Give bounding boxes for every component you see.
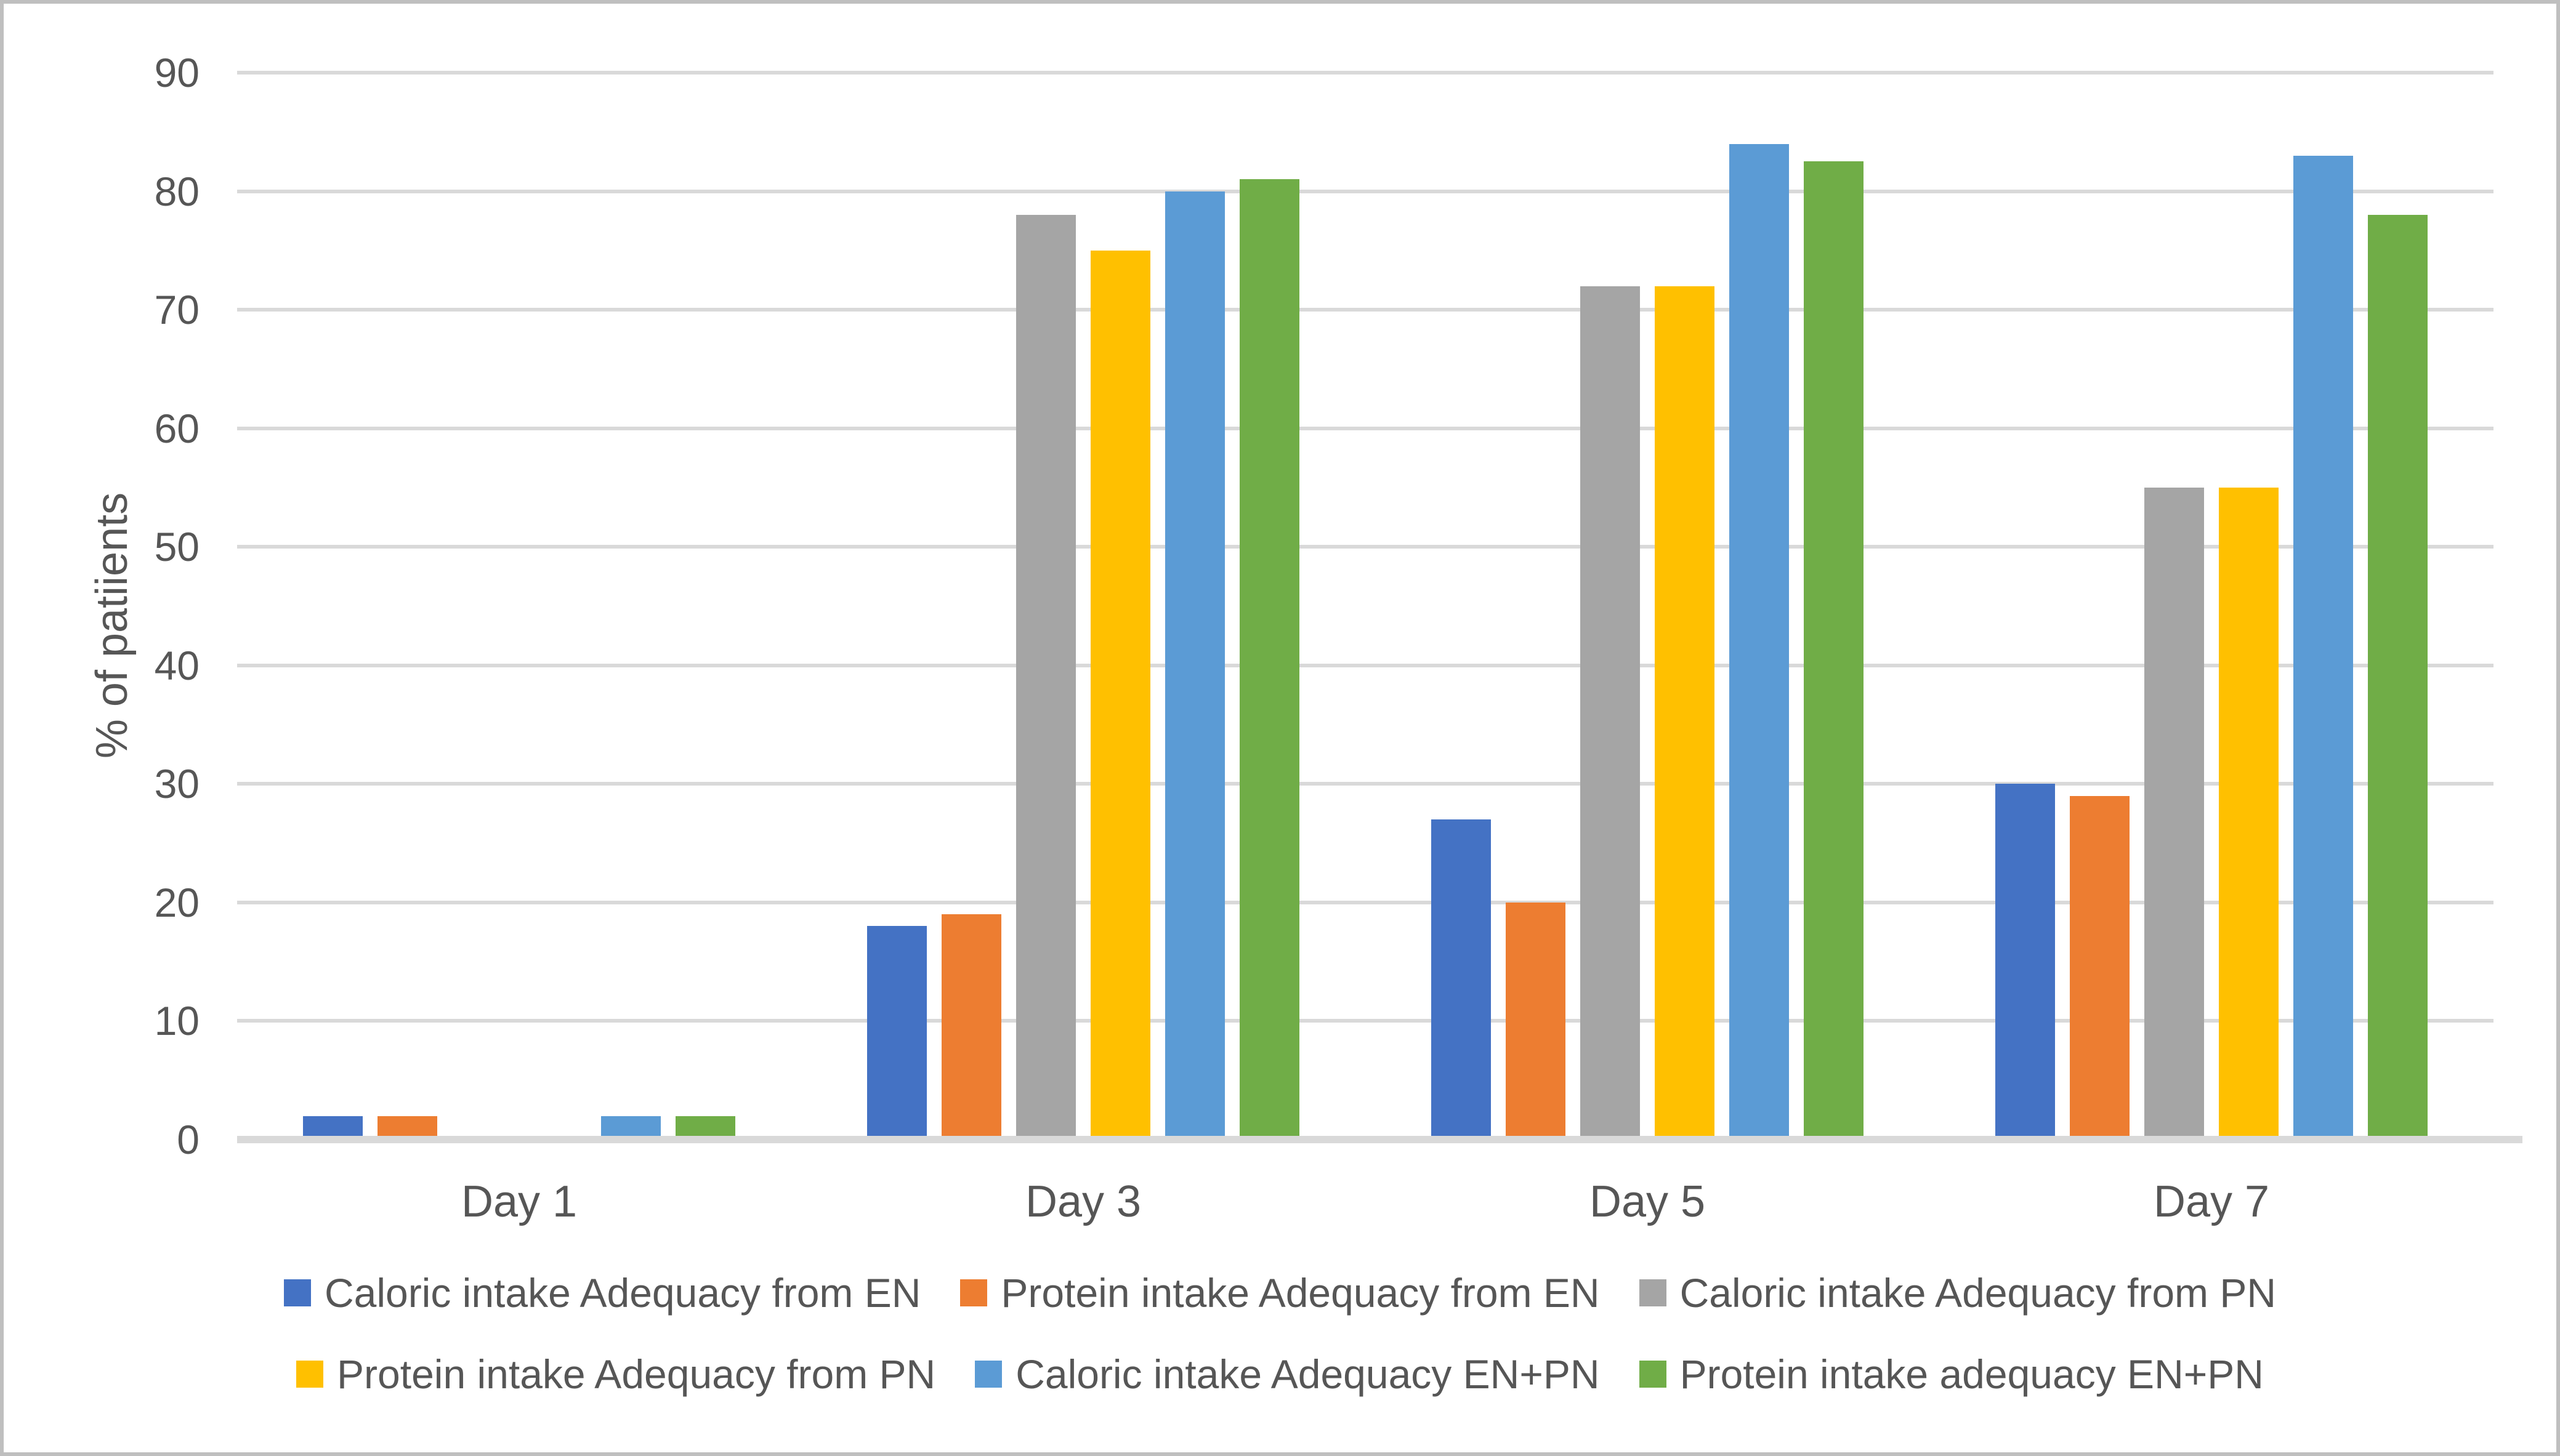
- legend-item-s2: Caloric intake Adequacy from PN: [1639, 1269, 2276, 1316]
- bar-group-day-7: [1929, 73, 2493, 1140]
- y-tick-label-80: 80: [154, 168, 200, 214]
- legend-item-s1: Protein intake Adequacy from EN: [960, 1269, 1600, 1316]
- gridline-60: [237, 426, 2493, 430]
- y-tick-label-40: 40: [154, 642, 200, 688]
- legend-swatch-icon: [283, 1279, 311, 1306]
- bar-day-3-s1: [942, 914, 1001, 1140]
- legend-label: Caloric intake Adequacy from PN: [1679, 1270, 2277, 1316]
- legend-label: Caloric intake Adequacy EN+PN: [1016, 1351, 1600, 1397]
- bar-day-1-s1: [378, 1116, 437, 1140]
- legend-swatch-icon: [960, 1279, 988, 1306]
- bar-day-3-s5: [1240, 179, 1299, 1140]
- gridline-20: [237, 900, 2493, 904]
- bar-day-3-s0: [867, 926, 927, 1140]
- legend-item-s4: Caloric intake Adequacy EN+PN: [975, 1351, 1600, 1398]
- y-tick-label-20: 20: [154, 879, 200, 925]
- x-axis-label-day-7: Day 7: [2153, 1177, 2270, 1226]
- gridline-30: [237, 782, 2493, 786]
- legend-item-s5: Protein intake adequacy EN+PN: [1639, 1351, 2264, 1398]
- bar-day-1-s5: [676, 1116, 735, 1140]
- bar-day-3-s3: [1091, 250, 1150, 1140]
- legend-item-s0: Caloric intake Adequacy from EN: [283, 1269, 921, 1316]
- x-axis-label-day-5: Day 5: [1589, 1177, 1706, 1226]
- y-tick-label-10: 10: [154, 998, 200, 1044]
- y-tick-label-0: 0: [177, 1117, 200, 1162]
- bar-day-5-s3: [1655, 286, 1714, 1140]
- bar-day-7-s3: [2219, 487, 2279, 1140]
- y-tick-label-90: 90: [154, 50, 200, 95]
- y-tick-label-50: 50: [154, 524, 200, 570]
- legend-item-s3: Protein intake Adequacy from PN: [296, 1351, 935, 1398]
- plot-area: [237, 71, 2493, 1140]
- legend-swatch-icon: [1639, 1361, 1666, 1388]
- x-axis-line: [237, 1136, 2522, 1143]
- bar-group-day-3: [801, 73, 1365, 1140]
- legend-swatch-icon: [1639, 1279, 1666, 1306]
- gridline-40: [237, 663, 2493, 667]
- gridline-80: [237, 189, 2493, 193]
- gridline-90: [237, 71, 2493, 74]
- legend-row-1: Caloric intake Adequacy from EN Protein i…: [4, 1269, 2556, 1316]
- legend-label: Protein intake adequacy EN+PN: [1679, 1351, 2264, 1397]
- legend-label: Caloric intake Adequacy from EN: [324, 1270, 921, 1316]
- bar-day-5-s4: [1729, 143, 1789, 1140]
- bar-groups: [237, 73, 2493, 1140]
- y-tick-label-30: 30: [154, 761, 200, 807]
- bar-day-7-s1: [2070, 795, 2130, 1140]
- bar-day-7-s0: [1995, 784, 2055, 1140]
- y-tick-label-60: 60: [154, 405, 200, 451]
- bar-day-5-s1: [1506, 902, 1565, 1140]
- bar-day-1-s4: [601, 1116, 661, 1140]
- legend-row-2: Protein intake Adequacy from PN Caloric i…: [4, 1351, 2556, 1398]
- bar-group-day-5: [1365, 73, 1929, 1140]
- bar-day-1-s0: [303, 1116, 363, 1140]
- x-axis-label-day-3: Day 3: [1025, 1177, 1142, 1226]
- bar-day-3-s2: [1016, 215, 1076, 1140]
- gridline-70: [237, 308, 2493, 312]
- bar-day-7-s2: [2144, 487, 2204, 1140]
- bar-day-5-s0: [1431, 819, 1491, 1140]
- legend-label: Protein intake Adequacy from EN: [1001, 1270, 1600, 1316]
- bar-day-5-s2: [1580, 286, 1640, 1140]
- legend-swatch-icon: [975, 1361, 1003, 1388]
- legend-swatch-icon: [296, 1361, 324, 1388]
- x-axis-label-day-1: Day 1: [461, 1177, 578, 1226]
- bar-day-3-s4: [1165, 191, 1225, 1140]
- bar-day-7-s5: [2368, 215, 2428, 1140]
- gridline-10: [237, 1019, 2493, 1023]
- bar-day-7-s4: [2293, 155, 2353, 1140]
- legend-label: Protein intake Adequacy from PN: [337, 1351, 936, 1397]
- y-tick-label-70: 70: [154, 287, 200, 333]
- bar-day-5-s5: [1804, 161, 1863, 1140]
- bar-group-day-1: [237, 73, 801, 1140]
- gridline-50: [237, 545, 2493, 549]
